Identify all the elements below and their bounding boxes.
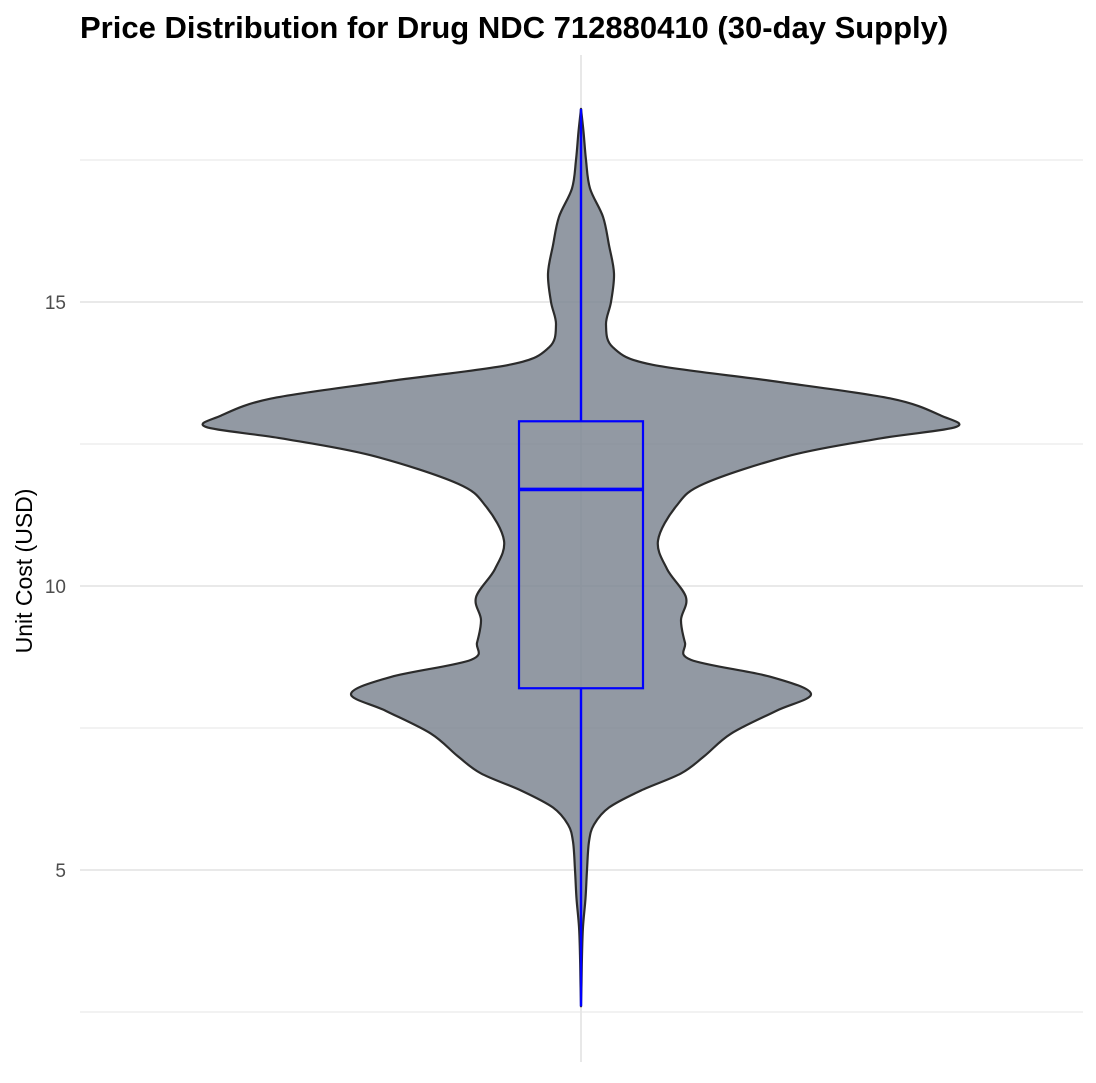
y-tick-label: 15 [45,293,66,314]
y-axis: 5 10 15 [45,293,66,882]
chart-title: Price Distribution for Drug NDC 71288041… [80,10,948,45]
y-axis-label: Unit Cost (USD) [11,489,37,654]
iqr-box [517,420,645,690]
boxplot-layer [517,108,645,1007]
y-tick-label: 10 [45,577,66,598]
y-tick-label: 5 [55,861,66,882]
